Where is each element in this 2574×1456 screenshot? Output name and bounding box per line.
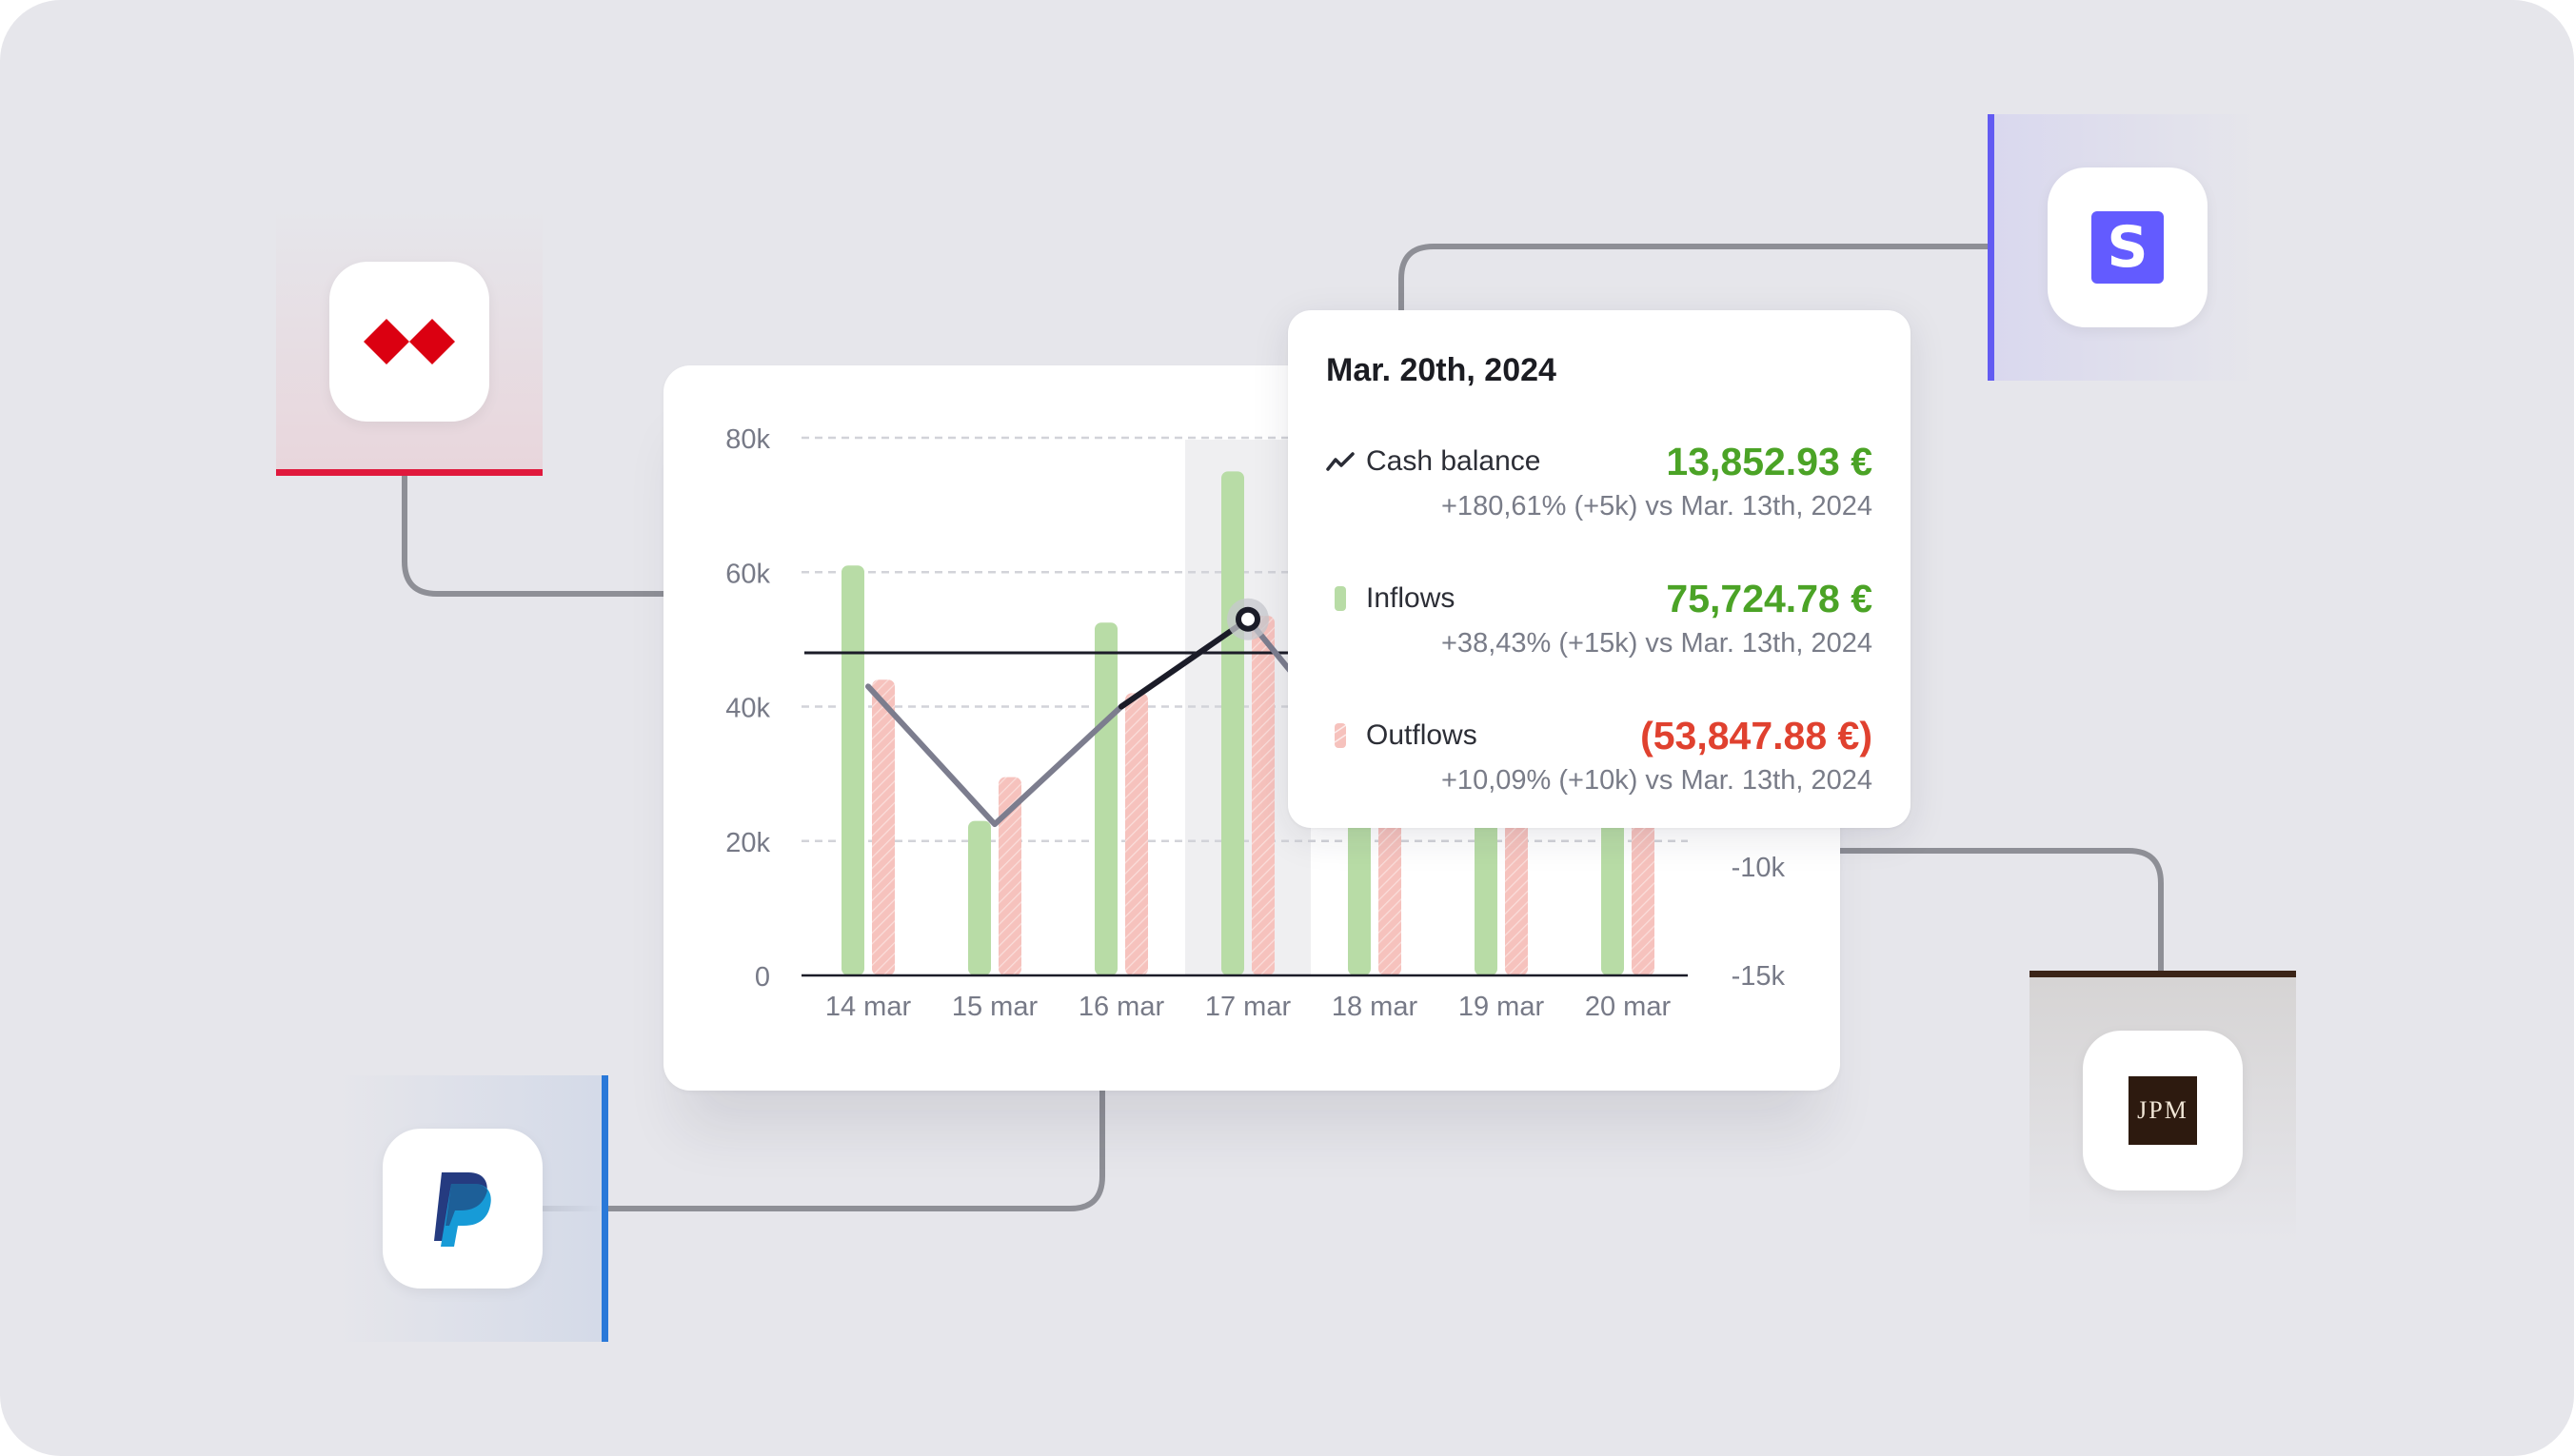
x-tick-label: 16 mar <box>1079 992 1165 1022</box>
tooltip-value: (53,847.88 €) <box>1640 713 1872 758</box>
y2-tick-label: -15k <box>1732 961 1786 992</box>
paypal-tile[interactable] <box>383 1129 543 1289</box>
tooltip-date: Mar. 20th, 2024 <box>1326 352 1556 388</box>
tooltip-label: Outflows <box>1366 719 1477 751</box>
tooltip-compare: +10,09% (+10k) vs Mar. 13th, 2024 <box>1441 765 1872 796</box>
tooltip-row-outflows: Outflows (53,847.88 €) +10,09% (+10k) vs… <box>1326 712 1872 811</box>
inflow-bar <box>1095 622 1118 975</box>
outflow-bar-icon <box>1326 721 1355 750</box>
tooltip-row-inflows: Inflows 75,724.78 € +38,43% (+15k) vs Ma… <box>1326 575 1872 674</box>
bank-hsbc[interactable] <box>276 208 543 476</box>
outflow-bar <box>872 679 895 975</box>
stripe-logo-icon: S <box>2091 211 2164 284</box>
connector-paypal <box>519 1085 1105 1211</box>
paypal-logo-icon <box>434 1172 491 1247</box>
outflow-bar <box>1252 616 1275 975</box>
y-tick-label: 60k <box>725 559 770 589</box>
bank-paypal[interactable] <box>335 1075 608 1342</box>
tooltip-value: 75,724.78 € <box>1666 576 1872 620</box>
highlight-point <box>1236 606 1260 632</box>
x-tick-label: 18 mar <box>1332 992 1418 1022</box>
jpm-tile[interactable]: JPM <box>2083 1031 2243 1190</box>
x-tick-label: 19 mar <box>1458 992 1545 1022</box>
outflow-bar <box>1125 693 1148 975</box>
chart-tooltip: Mar. 20th, 2024 Cash balance 13,852.93 €… <box>1288 310 1911 828</box>
tooltip-row-cash-balance: Cash balance 13,852.93 € +180,61% (+5k) … <box>1326 438 1872 537</box>
tooltip-compare: +180,61% (+5k) vs Mar. 13th, 2024 <box>1441 491 1872 521</box>
y-tick-label: 20k <box>725 828 770 858</box>
connector-hsbc <box>402 469 666 597</box>
bank-stripe[interactable]: S <box>1988 114 2261 381</box>
jpm-logo-icon: JPM <box>2128 1076 2197 1145</box>
y-tick-label: 40k <box>725 694 770 724</box>
tooltip-label: Cash balance <box>1366 445 1541 477</box>
bank-jpm[interactable]: JPM <box>2030 971 2296 1244</box>
inflow-bar-icon <box>1326 584 1355 613</box>
cash-balance-line-highlight <box>1119 616 1251 710</box>
trend-line-icon <box>1326 447 1355 476</box>
hsbc-logo-icon <box>364 319 455 364</box>
inflow-bar <box>1221 471 1244 975</box>
connector-jpm <box>1837 848 2164 971</box>
y2-tick-label: -10k <box>1732 853 1786 883</box>
tooltip-label: Inflows <box>1366 582 1455 614</box>
hsbc-tile[interactable] <box>329 262 489 422</box>
stripe-tile[interactable]: S <box>2048 167 2208 327</box>
tooltip-value: 13,852.93 € <box>1666 439 1872 483</box>
inflow-bar <box>968 820 991 975</box>
x-tick-label: 15 mar <box>952 992 1039 1022</box>
y-tick-label: 0 <box>755 962 770 993</box>
outflow-bar <box>999 777 1021 975</box>
x-tick-label: 17 mar <box>1205 992 1292 1022</box>
connector-stripe <box>1398 244 1988 314</box>
x-tick-label: 20 mar <box>1585 992 1672 1022</box>
tooltip-compare: +38,43% (+15k) vs Mar. 13th, 2024 <box>1441 628 1872 659</box>
x-tick-label: 14 mar <box>825 992 912 1022</box>
inflow-bar <box>842 565 864 975</box>
y-tick-label: 80k <box>725 424 770 455</box>
